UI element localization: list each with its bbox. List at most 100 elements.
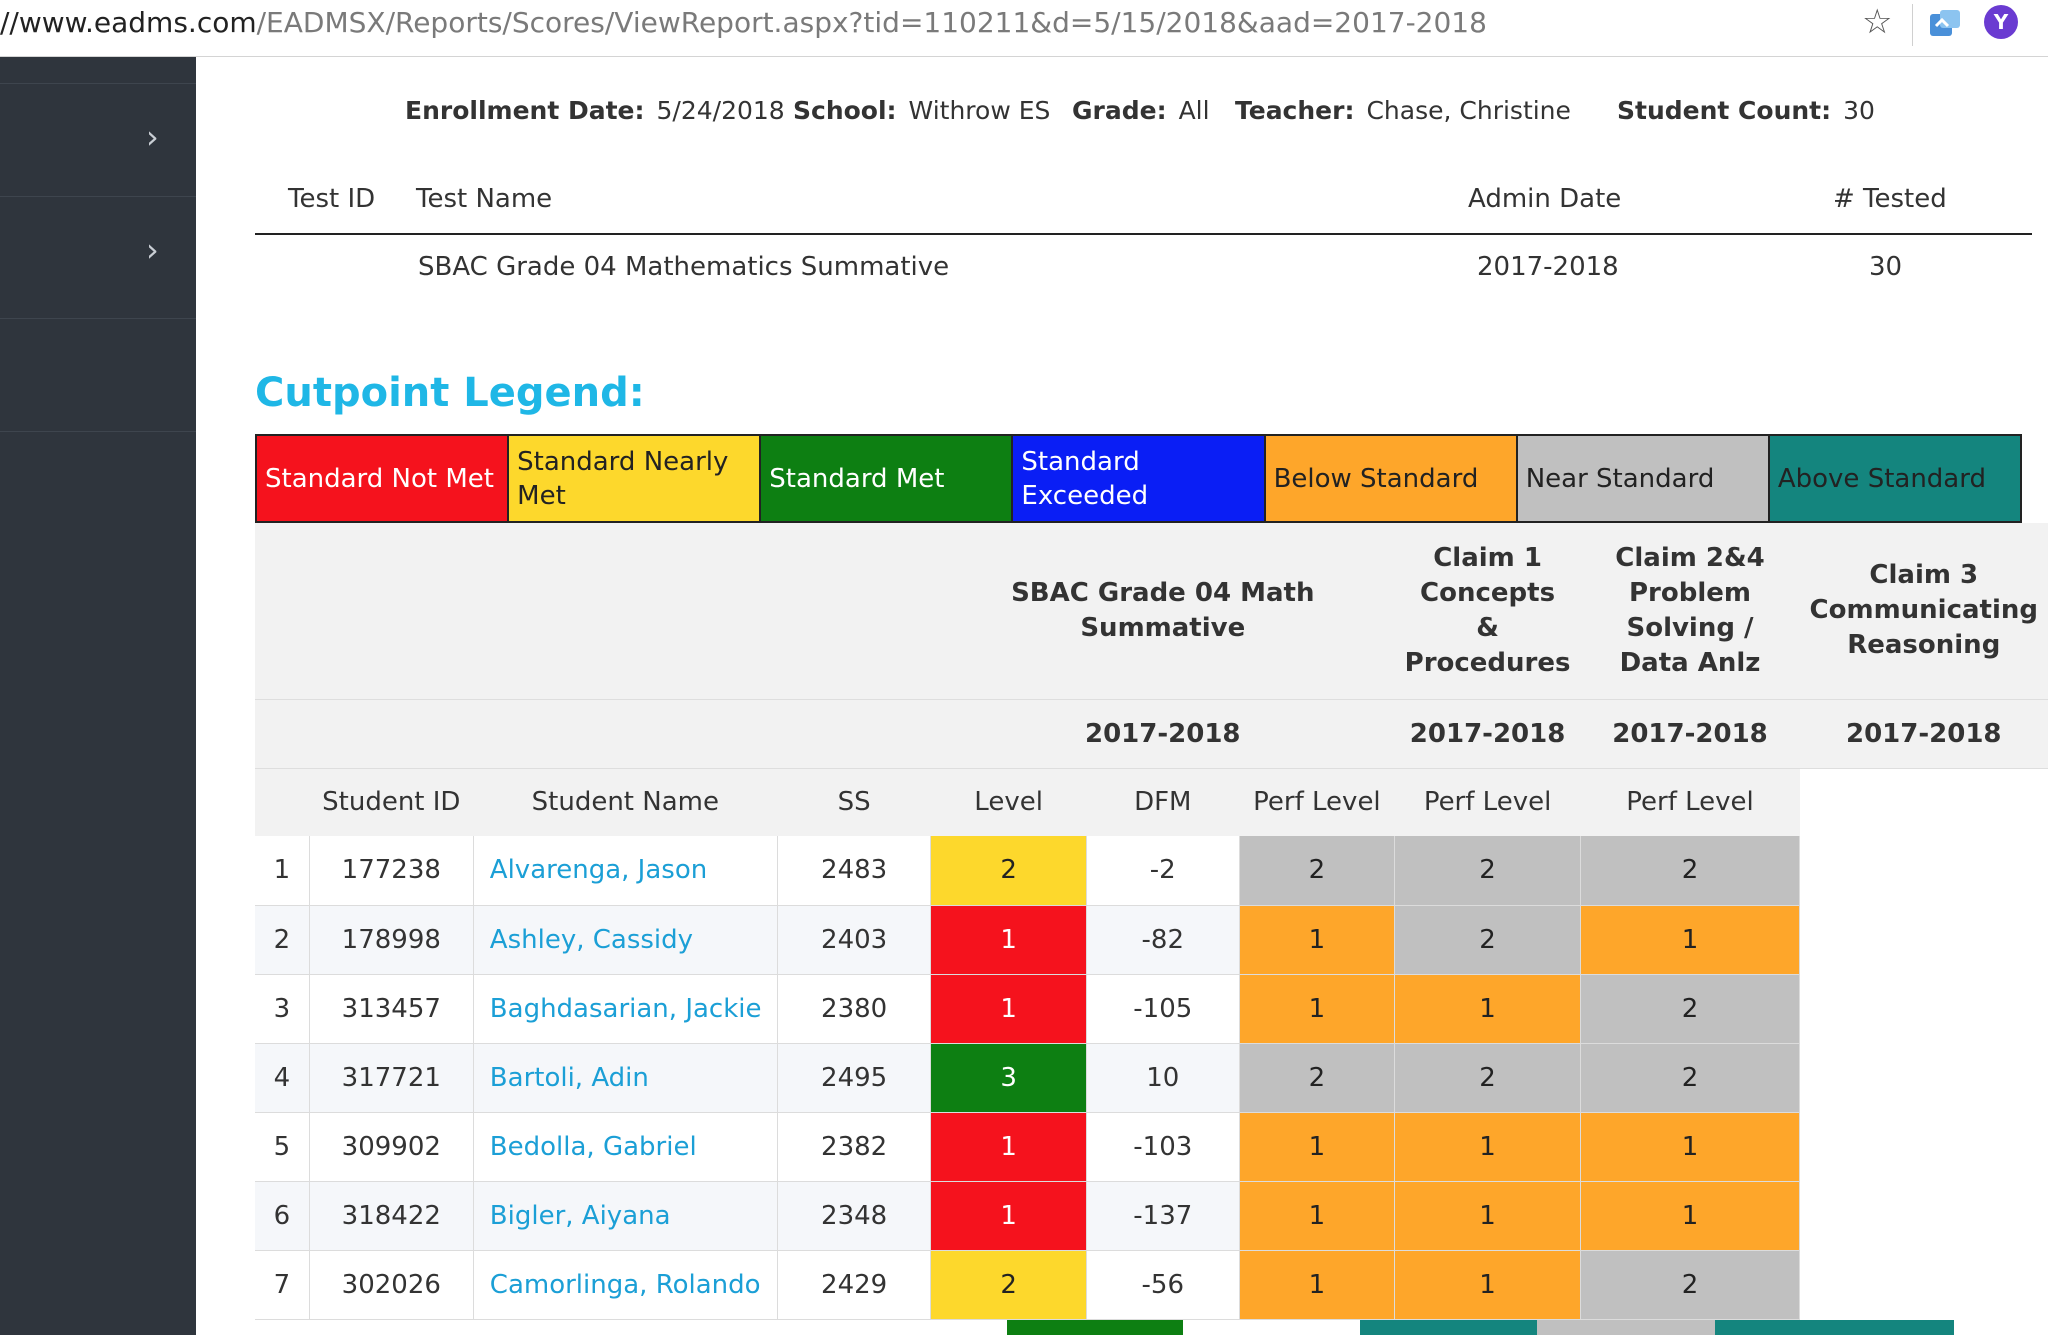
legend-item: Standard Not Met (257, 436, 510, 521)
perf-level-header[interactable]: Perf Level (1394, 768, 1581, 836)
url-text[interactable]: //www.eadms.com/EADMSX/Reports/Scores/Vi… (0, 6, 1487, 40)
ss-cell: 2380 (777, 974, 932, 1044)
year-header: 2017-2018 (930, 699, 1395, 769)
test-name-cell: SBAC Grade 04 Mathematics Summative (418, 252, 950, 282)
dfm-cell: -137 (1086, 1181, 1240, 1251)
table-row: 7 302026 Camorlinga, Rolando 2429 2 -56 … (255, 1250, 2048, 1320)
header-row-years: 2017-2018 2017-2018 2017-2018 2017-2018 (255, 699, 2048, 769)
level-cell: 2 (930, 1250, 1087, 1320)
claim1-cell: 1 (1239, 1112, 1396, 1182)
student-id-header[interactable]: Student ID (309, 768, 474, 836)
dfm-cell: -105 (1086, 974, 1240, 1044)
legend-item: Near Standard (1517, 436, 1770, 521)
level-cell: 1 (930, 905, 1087, 975)
student-id-cell: 178998 (309, 905, 474, 975)
address-bar[interactable]: //www.eadms.com/EADMSX/Reports/Scores/Vi… (0, 0, 2048, 57)
grade-label: Grade: (1072, 96, 1167, 125)
student-name-link[interactable]: Bigler, Aiyana (473, 1181, 778, 1251)
student-name-link[interactable]: Bartoli, Adin (473, 1043, 778, 1113)
level-cell: 3 (930, 1043, 1087, 1113)
legend-item: Standard Exceeded (1013, 436, 1266, 521)
claim24-cell: 1 (1394, 1112, 1581, 1182)
student-count-label: Student Count: (1617, 96, 1832, 125)
partial-claim1-cell (1360, 1320, 1537, 1335)
claim24-cell: 1 (1394, 974, 1581, 1044)
claim1-column-header: Claim 1 Concepts & Procedures (1394, 523, 1581, 700)
bookmark-star-icon[interactable]: ☆ (1862, 2, 1893, 42)
school: School: Withrow ES (793, 96, 1050, 125)
row-number: 6 (255, 1181, 310, 1251)
claim24-column-header: Claim 2&4 Problem Solving / Data Anlz (1580, 523, 1800, 700)
dfm-header[interactable]: DFM (1086, 768, 1240, 836)
student-name-link[interactable]: Alvarenga, Jason (473, 836, 778, 906)
sidebar-item-1[interactable]: › (0, 83, 196, 196)
teacher-value: Chase, Christine (1366, 96, 1571, 125)
header-row-columns: Student ID Student Name SS Level DFM Per… (255, 768, 2048, 836)
student-name-link[interactable]: Baghdasarian, Jackie (473, 974, 778, 1044)
tested-header: # Tested (1833, 184, 1947, 214)
cutpoint-legend: Standard Not Met Standard Nearly Met Sta… (255, 434, 2022, 523)
ss-header[interactable]: SS (777, 768, 931, 836)
student-id-cell: 177238 (309, 836, 474, 906)
claim24-cell: 2 (1394, 1043, 1581, 1113)
test-name-header: Test Name (416, 184, 553, 214)
partial-claim3-cell (1715, 1320, 1954, 1335)
row-number: 2 (255, 905, 310, 975)
url-host: //www.eadms.com (0, 6, 257, 39)
sidebar-item-2[interactable]: › (0, 196, 196, 318)
sidebar-item-3[interactable] (0, 318, 196, 432)
ss-cell: 2429 (777, 1250, 932, 1320)
claim3-cell: 2 (1580, 974, 1801, 1044)
level-header[interactable]: Level (930, 768, 1087, 836)
grade-value: All (1178, 96, 1210, 125)
claim1-cell: 1 (1239, 974, 1396, 1044)
table-header-divider (255, 233, 2032, 235)
student-name-link[interactable]: Camorlinga, Rolando (473, 1250, 778, 1320)
student-name-link[interactable]: Ashley, Cassidy (473, 905, 778, 975)
dfm-cell: -56 (1086, 1250, 1240, 1320)
dfm-cell: -82 (1086, 905, 1240, 975)
dfm-cell: -103 (1086, 1112, 1240, 1182)
perf-level-header[interactable]: Perf Level (1239, 768, 1395, 836)
student-id-cell: 317721 (309, 1043, 474, 1113)
claim3-cell: 2 (1580, 1043, 1801, 1113)
admin-date-header: Admin Date (1468, 184, 1622, 214)
teacher: Teacher: Chase, Christine (1235, 96, 1571, 125)
scores-table: SBAC Grade 04 Math Summative Claim 1 Con… (255, 523, 2048, 1320)
chevron-right-icon: › (146, 118, 159, 156)
claim3-cell: 2 (1580, 836, 1801, 906)
claim1-cell: 2 (1239, 836, 1396, 906)
student-id-cell: 318422 (309, 1181, 474, 1251)
test-column-header: SBAC Grade 04 Math Summative (930, 523, 1395, 700)
sidebar: › › (0, 57, 196, 1335)
legend-item: Standard Met (761, 436, 1014, 521)
level-cell: 1 (930, 1181, 1087, 1251)
profile-avatar-icon[interactable]: Y (1984, 5, 2018, 39)
claim3-cell: 2 (1580, 1250, 1801, 1320)
student-name-header[interactable]: Student Name (473, 768, 778, 836)
extension-icon[interactable] (1928, 8, 1962, 40)
claim1-cell: 1 (1239, 1181, 1396, 1251)
partial-level-cell (1007, 1320, 1183, 1335)
claim3-column-header: Claim 3 Communicating Reasoning (1799, 523, 2048, 700)
claim3-cell: 1 (1580, 1112, 1801, 1182)
claim3-cell: 1 (1580, 1181, 1801, 1251)
year-header: 2017-2018 (1580, 699, 1800, 769)
enrollment-date-label: Enrollment Date: (405, 96, 645, 125)
tested-count-cell: 30 (1869, 252, 1903, 282)
table-row: 3 313457 Baghdasarian, Jackie 2380 1 -10… (255, 974, 2048, 1044)
year-header: 2017-2018 (1394, 699, 1581, 769)
toolbar-divider (1912, 4, 1913, 46)
claim24-cell: 1 (1394, 1181, 1581, 1251)
level-cell: 1 (930, 974, 1087, 1044)
row-number: 3 (255, 974, 310, 1044)
student-id-cell: 302026 (309, 1250, 474, 1320)
claim1-cell: 1 (1239, 1250, 1396, 1320)
student-count-value: 30 (1843, 96, 1875, 125)
legend-item: Below Standard (1265, 436, 1518, 521)
school-value: Withrow ES (908, 96, 1051, 125)
admin-date-cell: 2017-2018 (1477, 252, 1619, 282)
legend-item: Standard Nearly Met (509, 436, 762, 521)
student-name-link[interactable]: Bedolla, Gabriel (473, 1112, 778, 1182)
perf-level-header[interactable]: Perf Level (1580, 768, 1800, 836)
